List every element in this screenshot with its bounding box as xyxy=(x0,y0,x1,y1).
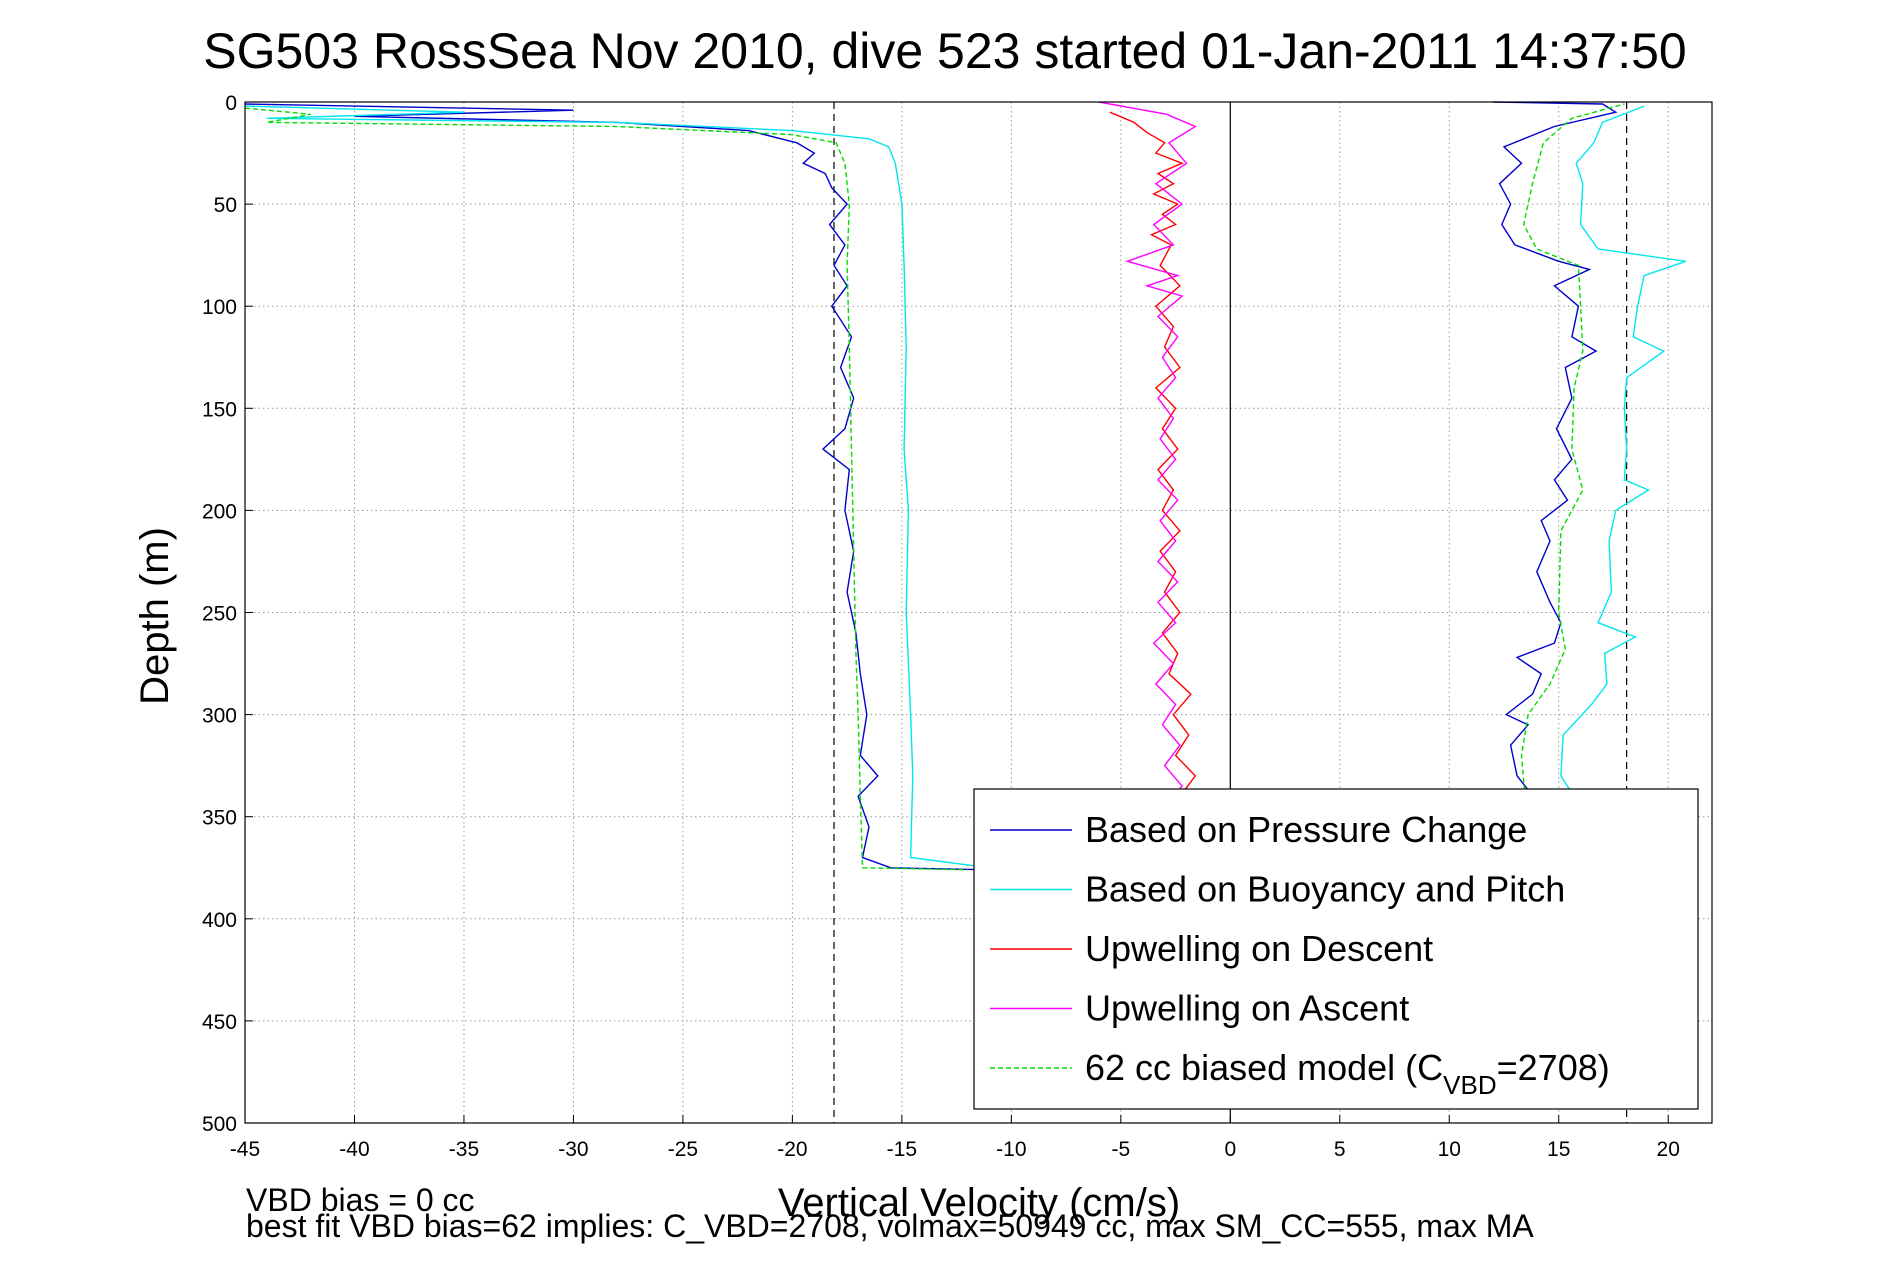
y-tick-label: 250 xyxy=(202,603,237,626)
y-tick-label: 350 xyxy=(202,807,237,830)
ascent-line-based-on-buoyancy-and-pitch xyxy=(1560,105,1686,807)
series-line-upwelling-on-ascent xyxy=(1098,101,1197,869)
y-tick-label: 100 xyxy=(202,296,237,319)
legend-label-prefix: 62 cc biased model (C xyxy=(1085,1047,1443,1088)
y-tick-label: 500 xyxy=(202,1113,237,1136)
legend: Based on Pressure Change Based on Buoyanc… xyxy=(973,788,1699,1110)
legend-label-subscript: VBD xyxy=(1443,1070,1496,1100)
x-tick-label: 15 xyxy=(1547,1138,1570,1161)
legend-box xyxy=(973,788,1699,1110)
legend-label: Based on Pressure Change xyxy=(1085,809,1527,850)
x-axis-label: Vertical Velocity (cm/s) xyxy=(778,1181,1180,1225)
series-line-based-on-buoyancy-and-pitch xyxy=(244,105,1099,873)
y-tick-label: 400 xyxy=(202,909,237,932)
series-group xyxy=(244,101,1686,873)
legend-label: Based on Buoyancy and Pitch xyxy=(1085,869,1565,910)
series-line-upwelling-on-descent xyxy=(1109,111,1197,868)
series-line-62-cc-biased-model-c-vbd-2708 xyxy=(244,107,968,871)
x-tick-label: -20 xyxy=(777,1138,807,1161)
y-tick-label: 50 xyxy=(214,194,237,217)
vbd-bias-note: VBD bias = 0 cc xyxy=(246,1182,475,1218)
x-tick-label: 0 xyxy=(1224,1138,1236,1161)
y-tick-label: 150 xyxy=(202,398,237,421)
legend-label: Upwelling on Descent xyxy=(1085,928,1433,969)
series-line-based-on-pressure-change xyxy=(244,103,1099,873)
best-fit-note: best fit VBD bias=62 implies: C_VBD=2708… xyxy=(246,1208,1534,1244)
x-tick-label: -25 xyxy=(668,1138,698,1161)
x-tick-label: -5 xyxy=(1111,1138,1130,1161)
y-tick-label: 200 xyxy=(202,500,237,523)
x-tick-label: -10 xyxy=(996,1138,1026,1161)
x-tick-label: -40 xyxy=(339,1138,369,1161)
x-tick-label: -35 xyxy=(449,1138,479,1161)
x-tick-label: -45 xyxy=(230,1138,260,1161)
x-tick-label: -15 xyxy=(887,1138,917,1161)
y-axis-label: Depth (m) xyxy=(133,527,177,705)
x-tick-label: 5 xyxy=(1334,1138,1346,1161)
y-tick-label: 0 xyxy=(225,92,237,115)
chart-title: SG503 RossSea Nov 2010, dive 523 started… xyxy=(203,23,1686,79)
x-tick-label: -30 xyxy=(558,1138,588,1161)
legend-label: Upwelling on Ascent xyxy=(1085,988,1409,1029)
legend-label-suffix: =2708) xyxy=(1497,1047,1610,1088)
y-tick-label: 300 xyxy=(202,705,237,728)
legend-label: 62 cc biased model (CVBD=2708) xyxy=(1085,1047,1610,1100)
ascent-line-62-cc-biased-model xyxy=(1520,103,1625,807)
x-tick-label: 10 xyxy=(1438,1138,1461,1161)
tick-labels: -45 -40 -35 -30 -25 -20 -15 -10 -5 0 5 10 15 20050100… xyxy=(202,92,1680,1161)
ascent-line-based-on-pressure-change xyxy=(1492,101,1618,869)
y-tick-label: 450 xyxy=(202,1011,237,1034)
x-tick-label: 20 xyxy=(1657,1138,1680,1161)
